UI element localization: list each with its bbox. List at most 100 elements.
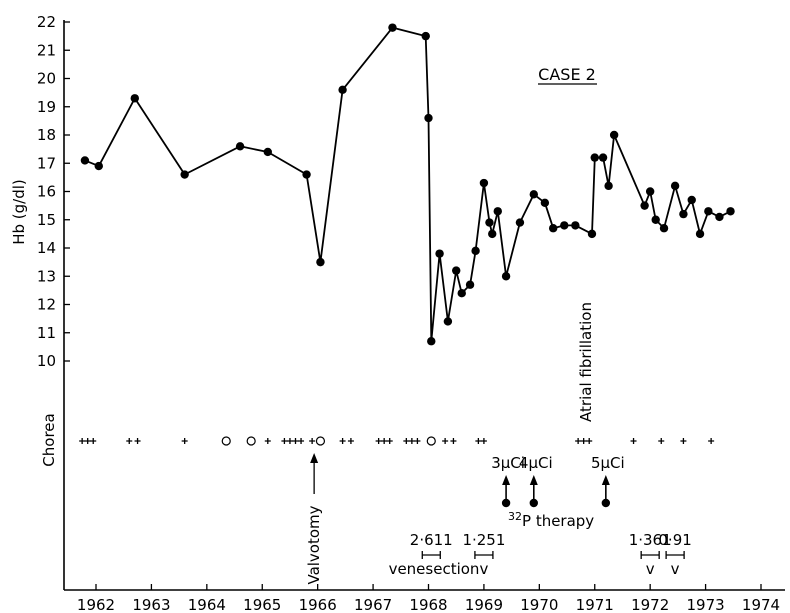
chorea-plus-marker xyxy=(381,438,388,444)
venesection-value: 2·611 xyxy=(410,531,453,549)
hb-data-point xyxy=(659,224,669,233)
hb-data-point xyxy=(651,215,660,224)
y-tick-label: 11 xyxy=(37,324,56,342)
hb-data-point xyxy=(338,85,347,95)
hb-data-point xyxy=(427,337,436,346)
hb-data-point xyxy=(548,224,558,233)
venesection-v-mark: v xyxy=(646,560,655,578)
chorea-open-marker xyxy=(315,436,326,446)
p32-therapy-text: P therapy xyxy=(522,512,594,530)
chorea-plus-marker xyxy=(386,438,393,444)
hb-data-point xyxy=(679,209,688,219)
venesection-value: 0·91 xyxy=(658,531,691,549)
chorea-plus-marker xyxy=(480,438,487,444)
dose-label: 5μCi xyxy=(591,454,625,472)
hb-data-point xyxy=(471,246,480,256)
y-tick-label: 17 xyxy=(37,154,56,172)
x-tick-label: 1963 xyxy=(132,596,170,613)
chorea-plus-marker xyxy=(408,438,415,444)
chorea-plus-marker xyxy=(442,438,449,444)
chorea-plus-marker xyxy=(181,438,188,444)
chorea-plus-marker xyxy=(339,438,346,444)
hb-data-point xyxy=(421,31,430,41)
chorea-label: Chorea xyxy=(40,413,58,466)
y-tick-label: 15 xyxy=(37,211,56,229)
venesection-v-mark: v xyxy=(479,560,488,578)
dose-dot xyxy=(529,498,538,508)
hb-data-point xyxy=(263,147,272,157)
chorea-plus-marker xyxy=(90,438,97,444)
hb-data-point xyxy=(180,170,189,179)
chorea-plus-marker xyxy=(134,438,141,444)
hb-data-point xyxy=(424,113,433,123)
chorea-open-marker xyxy=(426,436,436,446)
chorea-plus-marker xyxy=(84,438,91,444)
chorea-plus-marker xyxy=(575,438,582,444)
chorea-plus-marker xyxy=(414,438,421,444)
y-tick-label: 22 xyxy=(37,13,56,31)
x-tick-label: 1962 xyxy=(77,596,115,613)
hb-data-point xyxy=(479,178,489,188)
venesection-bracket xyxy=(421,551,441,559)
venesection-bracket xyxy=(665,551,685,559)
y-axis-label: Hb (g/dl) xyxy=(10,179,28,245)
chorea-plus-marker xyxy=(292,438,299,444)
hb-data-point xyxy=(94,161,103,171)
venesection-value: 1·251 xyxy=(462,531,505,549)
hb-data-point xyxy=(465,280,475,289)
y-tick-label: 13 xyxy=(37,267,56,285)
x-tick-label: 1974 xyxy=(742,596,780,613)
x-tick-label: 1968 xyxy=(409,596,447,613)
hb-data-point xyxy=(457,289,466,298)
hb-data-point xyxy=(488,229,497,239)
chorea-plus-marker xyxy=(658,438,665,444)
x-tick-label: 1964 xyxy=(188,596,226,613)
chorea-plus-marker xyxy=(580,438,587,444)
hb-data-point xyxy=(715,212,724,222)
y-tick-label: 21 xyxy=(37,41,56,59)
dose-arrow-head xyxy=(529,475,538,485)
dose-label: 3μCi xyxy=(491,454,525,472)
hb-data-point xyxy=(726,207,735,216)
venesection-value: 1·361 xyxy=(629,531,672,549)
chorea-plus-marker xyxy=(347,438,354,444)
hb-data-point xyxy=(485,218,494,227)
dose-arrow-head xyxy=(502,475,511,485)
hb-data-point xyxy=(302,170,311,179)
y-tick-label: 12 xyxy=(37,296,56,314)
chorea-plus-marker xyxy=(79,438,86,444)
chorea-plus-marker xyxy=(630,438,637,444)
p32-superscript: 32 xyxy=(508,510,522,523)
hb-data-point xyxy=(609,130,619,140)
x-tick-label: 1973 xyxy=(686,596,724,613)
hb-data-point xyxy=(587,229,597,239)
hb-data-point xyxy=(695,229,705,239)
y-tick-label: 20 xyxy=(37,70,56,88)
annotations: Valvotomy Atrial fibrillation 32P therap… xyxy=(305,302,595,584)
chorea-plus-marker xyxy=(281,438,288,444)
hb-data-point xyxy=(388,23,397,32)
venesection-label: venesection xyxy=(389,560,480,578)
dose-arrow-head xyxy=(601,475,610,485)
chorea-plus-marker xyxy=(403,438,410,444)
venesection-bracket xyxy=(640,551,660,559)
hb-data-point xyxy=(704,207,713,216)
atrial-fibrillation-label: Atrial fibrillation xyxy=(577,302,595,422)
chorea-plus-marker xyxy=(375,438,382,444)
hb-data-point xyxy=(130,94,139,103)
valvotomy-arrow-head xyxy=(310,453,319,463)
hb-data-point xyxy=(235,142,245,151)
hb-data-point xyxy=(443,317,453,326)
y-tick-label: 16 xyxy=(37,183,56,201)
x-tick-label: 1966 xyxy=(299,596,337,613)
hb-series xyxy=(80,23,735,346)
hb-data-point xyxy=(640,201,649,210)
chorea-open-marker xyxy=(221,436,231,446)
dose-dot xyxy=(601,498,611,508)
p32-therapy-label: 32P therapy xyxy=(508,510,594,530)
chorea-open-marker xyxy=(246,436,256,446)
y-tick-label: 10 xyxy=(37,352,56,370)
